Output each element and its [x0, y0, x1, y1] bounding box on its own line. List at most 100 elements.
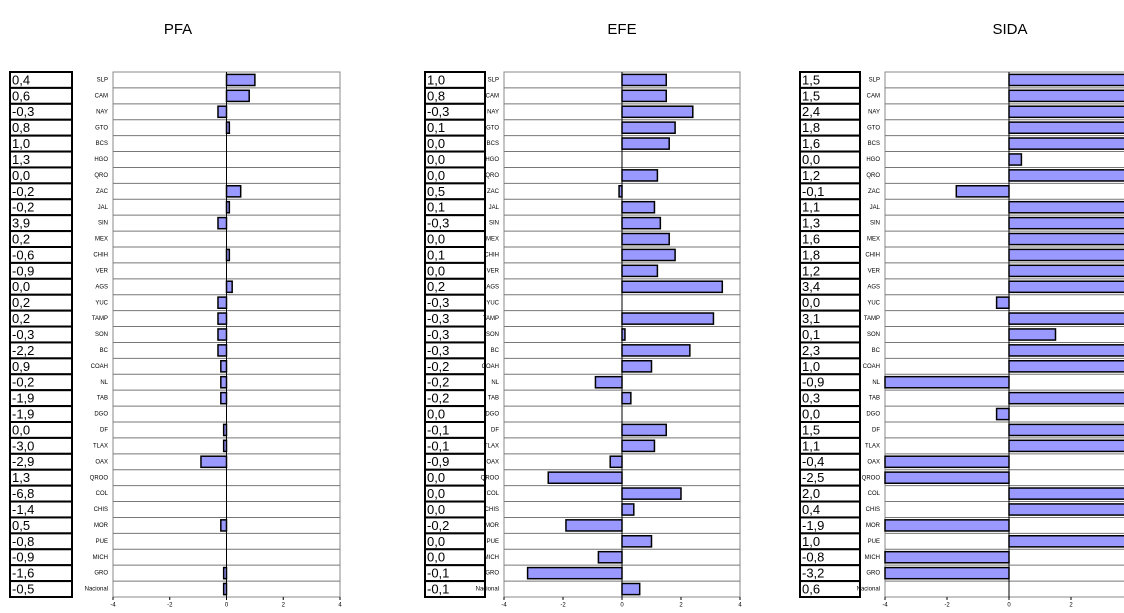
bar	[597, 550, 623, 564]
x-tick-label: -4	[110, 603, 116, 609]
y-tick-label: BC	[872, 348, 881, 354]
table-value: 1,8	[802, 120, 820, 135]
table-value: -0,8	[802, 550, 824, 565]
y-tick-label: PUE	[96, 539, 108, 545]
y-tick-label: Nacional	[476, 587, 499, 593]
bar	[621, 423, 667, 437]
table-value: -0,2	[12, 184, 34, 199]
x-tick-label: -2	[560, 603, 566, 609]
y-tick-label: PUE	[487, 539, 499, 545]
bar	[1008, 312, 1124, 325]
plot-frame	[884, 71, 1124, 598]
table-value: -0,3	[427, 104, 449, 119]
y-tick-label: GTO	[867, 125, 880, 131]
bar	[621, 169, 659, 182]
table-cell	[424, 580, 486, 598]
table-value: -0,3	[427, 311, 449, 326]
table-value: -0,3	[427, 295, 449, 310]
table-value: 0,0	[427, 534, 445, 549]
table-value: -0,9	[427, 454, 449, 469]
y-tick-label: BC	[100, 348, 109, 354]
table-value: 0,0	[12, 279, 30, 294]
y-tick-label: SLP	[869, 78, 880, 84]
table-value: 0,9	[12, 359, 30, 374]
table-value: -0,1	[802, 184, 824, 199]
y-tick-label: TLAX	[93, 443, 108, 449]
x-tick-label: 0	[225, 603, 229, 609]
y-tick-label: MICH	[484, 555, 499, 561]
y-tick-label: VER	[868, 268, 881, 274]
y-tick-label: QROO	[90, 475, 109, 481]
table-value: 0,0	[12, 168, 30, 183]
y-tick-label: GRO	[866, 571, 880, 577]
y-tick-label: NAY	[96, 109, 108, 115]
table-value: 0,1	[427, 247, 445, 262]
table-value: 1,2	[802, 168, 820, 183]
y-tick-label: DF	[872, 428, 880, 434]
y-tick-label: YUC	[486, 300, 499, 306]
bar	[621, 232, 670, 246]
y-tick-label: ZAC	[487, 189, 500, 195]
x-tick-label: -2	[167, 603, 173, 609]
y-tick-label: CAM	[95, 93, 108, 99]
bar	[547, 471, 623, 485]
table-value: -0,2	[427, 391, 449, 406]
table-value: 0,5	[12, 518, 30, 533]
y-tick-label: TLAX	[865, 443, 880, 449]
y-tick-label: JAL	[870, 205, 881, 211]
bar	[225, 89, 250, 103]
bar	[1008, 535, 1124, 548]
table-value: 0,0	[427, 470, 445, 485]
y-tick-label: CHIH	[484, 253, 499, 259]
table-value: 1,2	[802, 263, 820, 278]
table-value: 1,1	[802, 200, 820, 215]
table-value: 1,6	[802, 231, 820, 246]
bar	[1008, 121, 1124, 135]
bar	[621, 503, 635, 516]
chart-title: EFE	[607, 21, 636, 38]
table-value: -0,2	[12, 375, 34, 390]
table-value: 1,5	[802, 88, 820, 103]
table-value: 0,8	[12, 120, 30, 135]
table-value: 0,0	[427, 486, 445, 501]
table-value: -0,3	[427, 327, 449, 342]
x-tick-label: -4	[501, 603, 507, 609]
bar	[884, 550, 1010, 564]
y-tick-label: Nacional	[857, 587, 880, 593]
y-tick-label: GRO	[485, 571, 499, 577]
y-tick-label: MICH	[865, 555, 880, 561]
table-value: -2,5	[802, 470, 824, 485]
bar	[1008, 73, 1124, 87]
y-tick-label: Nacional	[85, 587, 108, 593]
bar	[565, 519, 623, 532]
bar	[220, 360, 228, 373]
table-value: -0,3	[427, 216, 449, 231]
y-tick-label: MOR	[485, 523, 500, 529]
table-value: 0,0	[427, 152, 445, 167]
bar	[955, 185, 1010, 198]
table-value: 1,0	[12, 136, 30, 151]
table-value: -0,1	[427, 566, 449, 581]
bar	[200, 455, 228, 469]
bar	[621, 439, 656, 453]
y-tick-label: SIN	[870, 221, 880, 227]
y-tick-label: GTO	[486, 125, 499, 131]
bar	[225, 73, 256, 87]
bar	[1008, 200, 1124, 214]
bar	[621, 280, 724, 294]
y-tick-label: MEX	[486, 237, 499, 243]
table-value: 0,0	[427, 168, 445, 183]
y-tick-label: MOR	[866, 523, 881, 529]
table-value: 1,5	[802, 72, 820, 87]
x-tick-label: -4	[882, 603, 888, 609]
y-tick-label: MEX	[867, 237, 880, 243]
bar	[621, 312, 715, 325]
bar	[1008, 89, 1124, 103]
bar	[1008, 137, 1124, 150]
y-tick-label: MOR	[94, 523, 109, 529]
y-tick-label: NL	[491, 380, 499, 386]
bar	[217, 328, 228, 341]
bar	[995, 407, 1010, 421]
y-tick-label: CAM	[486, 93, 499, 99]
